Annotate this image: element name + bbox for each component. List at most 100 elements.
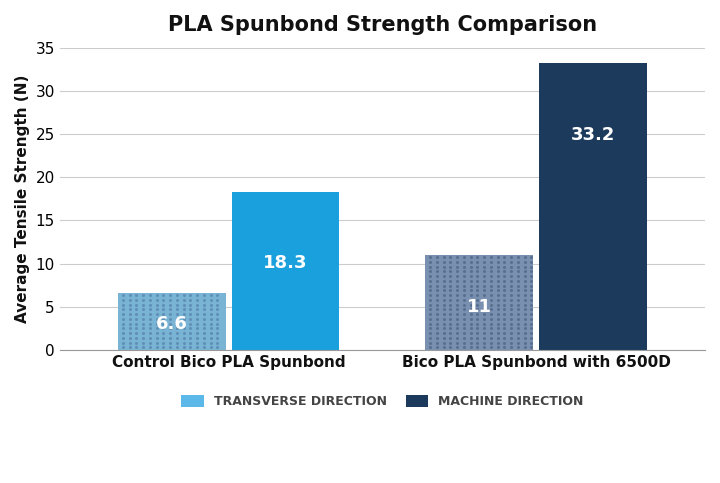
Point — [485, 263, 497, 270]
Point — [478, 339, 490, 347]
Point — [505, 272, 517, 280]
Point — [505, 306, 517, 313]
Point — [499, 253, 510, 261]
Point — [184, 301, 196, 309]
Point — [130, 334, 142, 342]
Point — [144, 334, 156, 342]
Point — [444, 296, 456, 304]
Point — [451, 315, 463, 323]
Point — [438, 311, 449, 318]
Point — [465, 282, 477, 290]
Point — [171, 291, 183, 299]
Point — [144, 343, 156, 351]
Point — [150, 325, 162, 332]
Point — [526, 320, 537, 327]
Point — [478, 315, 490, 323]
Point — [424, 272, 436, 280]
Point — [505, 286, 517, 294]
Point — [198, 329, 210, 337]
Bar — [118, 293, 225, 350]
Point — [158, 296, 169, 304]
Point — [158, 320, 169, 327]
Point — [424, 258, 436, 266]
Point — [492, 343, 503, 351]
Point — [138, 306, 149, 313]
Point — [458, 329, 469, 337]
Point — [164, 320, 176, 327]
Point — [465, 343, 477, 351]
Point — [212, 339, 223, 347]
Point — [205, 334, 217, 342]
Point — [444, 286, 456, 294]
Point — [184, 291, 196, 299]
Point — [451, 272, 463, 280]
Point — [164, 343, 176, 351]
Point — [158, 306, 169, 313]
Point — [444, 325, 456, 332]
Point — [512, 311, 523, 318]
Point — [164, 306, 176, 313]
Legend: TRANSVERSE DIRECTION, MACHINE DIRECTION: TRANSVERSE DIRECTION, MACHINE DIRECTION — [176, 390, 588, 413]
Point — [212, 306, 223, 313]
Point — [171, 315, 183, 323]
Point — [492, 282, 503, 290]
Point — [150, 296, 162, 304]
Point — [164, 329, 176, 337]
Point — [505, 311, 517, 318]
Point — [424, 282, 436, 290]
Point — [138, 334, 149, 342]
Point — [519, 301, 531, 309]
Point — [124, 306, 135, 313]
Point — [451, 311, 463, 318]
Point — [444, 258, 456, 266]
Point — [144, 291, 156, 299]
Point — [117, 291, 129, 299]
Point — [519, 277, 531, 285]
Point — [492, 258, 503, 266]
Point — [458, 291, 469, 299]
Point — [485, 277, 497, 285]
Point — [478, 272, 490, 280]
Point — [158, 343, 169, 351]
Point — [499, 306, 510, 313]
Point — [212, 291, 223, 299]
Point — [124, 315, 135, 323]
Point — [150, 334, 162, 342]
Point — [438, 339, 449, 347]
Point — [458, 258, 469, 266]
Point — [485, 334, 497, 342]
Point — [458, 282, 469, 290]
Point — [184, 320, 196, 327]
Point — [478, 301, 490, 309]
Point — [465, 253, 477, 261]
Point — [431, 306, 443, 313]
Point — [465, 320, 477, 327]
Point — [444, 291, 456, 299]
Point — [171, 334, 183, 342]
Point — [451, 339, 463, 347]
Point — [472, 291, 483, 299]
Point — [512, 272, 523, 280]
Point — [444, 282, 456, 290]
Point — [472, 272, 483, 280]
Point — [192, 334, 203, 342]
Point — [130, 320, 142, 327]
Point — [492, 334, 503, 342]
Point — [512, 306, 523, 313]
Point — [150, 306, 162, 313]
Point — [144, 311, 156, 318]
Point — [184, 296, 196, 304]
Point — [485, 329, 497, 337]
Point — [178, 334, 189, 342]
Point — [117, 343, 129, 351]
Point — [171, 343, 183, 351]
Point — [526, 282, 537, 290]
Point — [178, 320, 189, 327]
Point — [512, 277, 523, 285]
Point — [431, 253, 443, 261]
Point — [438, 286, 449, 294]
Point — [451, 282, 463, 290]
Point — [472, 306, 483, 313]
Point — [130, 301, 142, 309]
Point — [205, 343, 217, 351]
